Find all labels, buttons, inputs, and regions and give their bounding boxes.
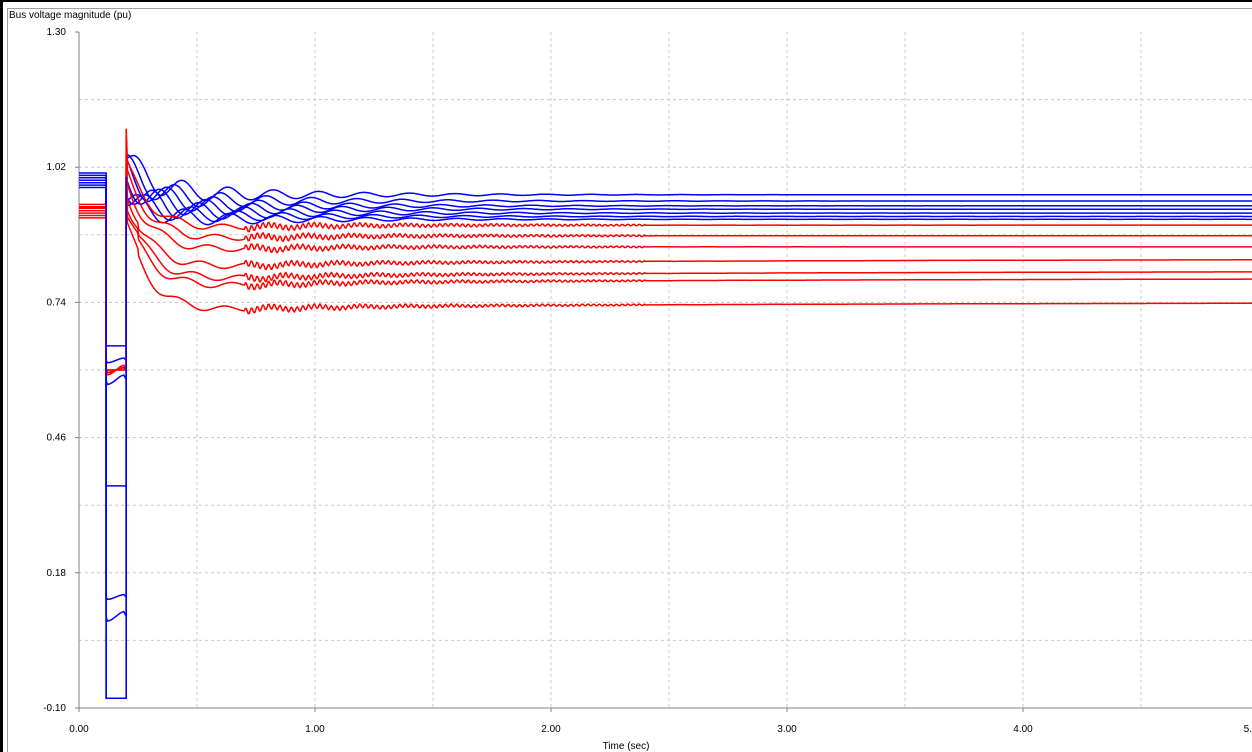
x-tick-label: 5. [1244, 724, 1252, 735]
blue-series-line [79, 176, 1252, 487]
red-series-line [79, 128, 1252, 374]
chart-panel [7, 8, 1252, 752]
blue-series-line [79, 153, 1252, 364]
y-tick-label: 1.02 [47, 162, 67, 173]
red-series-line [79, 186, 1252, 374]
x-tick-label: 2.00 [541, 724, 561, 735]
red-series-line [79, 167, 1252, 376]
x-tick-label: 1.00 [305, 724, 325, 735]
y-tick-label: 0.46 [47, 433, 67, 444]
x-tick-label: 3.00 [777, 724, 797, 735]
y-tick-label: 1.30 [47, 27, 67, 38]
red-series-line [79, 138, 1252, 376]
y-tick-label: 0.74 [47, 297, 67, 308]
y-tick-label: -0.10 [43, 703, 66, 714]
blue-series-line [79, 184, 1252, 623]
x-tick-label: 0.00 [69, 724, 89, 735]
blue-series-line [79, 186, 1252, 700]
x-axis-title: Time (sec) [602, 741, 650, 752]
x-tick-label: 4.00 [1013, 724, 1033, 735]
y-axis-title: Bus voltage magnitude (pu) [9, 10, 132, 21]
blue-series-line [79, 154, 1252, 347]
y-tick-label: 0.18 [47, 568, 67, 579]
red-series-line [79, 157, 1252, 374]
red-series-line [79, 147, 1252, 371]
blue-series-line [79, 157, 1252, 386]
red-series-line [79, 176, 1252, 371]
blue-series-line [79, 181, 1252, 601]
